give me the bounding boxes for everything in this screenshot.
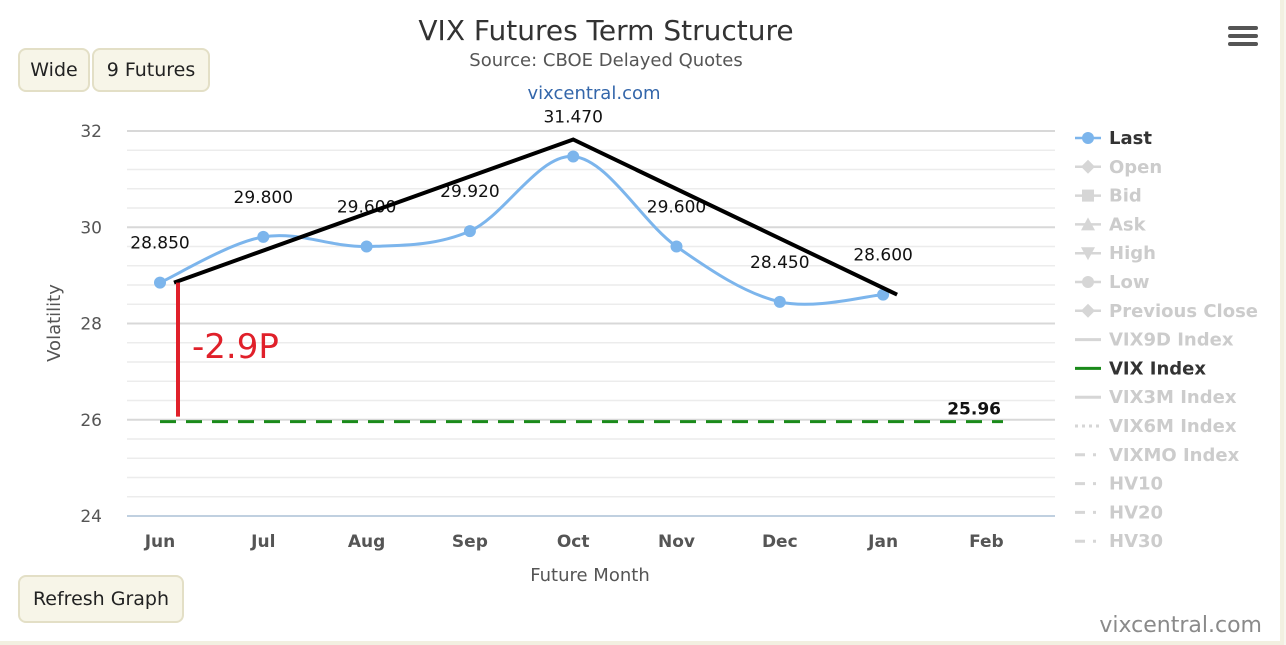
legend-item[interactable]: Previous Close xyxy=(1075,301,1258,322)
legend-item[interactable]: Low xyxy=(1075,272,1149,293)
x-axis-title: Future Month xyxy=(530,565,649,586)
legend-item[interactable]: VIX9D Index xyxy=(1075,330,1234,351)
legend-circle-icon xyxy=(1082,132,1094,144)
x-tick-label: Jan xyxy=(867,532,898,552)
hamburger-menu-icon[interactable] xyxy=(1228,26,1258,50)
legend-label: VIX9D Index xyxy=(1109,330,1234,351)
legend-label: Ask xyxy=(1109,214,1147,235)
legend-label: High xyxy=(1109,243,1156,264)
legend-item[interactable]: HV30 xyxy=(1075,531,1163,552)
legend-label: Previous Close xyxy=(1109,301,1258,322)
futures-count-button[interactable]: 9 Futures xyxy=(92,48,210,92)
last-data-label: 28.600 xyxy=(853,246,912,266)
last-data-point[interactable] xyxy=(154,276,166,289)
last-data-point[interactable] xyxy=(670,240,683,253)
y-tick-label: 28 xyxy=(80,315,102,335)
last-series-line[interactable] xyxy=(159,155,884,306)
watermark: vixcentral.com xyxy=(1099,613,1262,638)
legend-triangle-icon xyxy=(1081,217,1095,231)
legend-label: Low xyxy=(1109,272,1149,293)
legend-item[interactable]: HV10 xyxy=(1075,474,1163,495)
legend-circle-icon xyxy=(1082,276,1094,288)
legend-label: Open xyxy=(1109,157,1162,178)
x-tick-label: Sep xyxy=(452,532,488,552)
legend-label: Last xyxy=(1109,128,1152,149)
last-data-point[interactable] xyxy=(567,150,580,163)
x-tick-label: Dec xyxy=(762,532,798,552)
vix-index-data-label: 25.96 xyxy=(947,400,1001,420)
last-data-label: 28.450 xyxy=(750,253,809,273)
legend-label: HV20 xyxy=(1109,502,1163,523)
legend-item[interactable]: VIX3M Index xyxy=(1075,387,1237,408)
last-data-point[interactable] xyxy=(877,288,890,301)
legend-item[interactable]: Open xyxy=(1075,157,1162,178)
y-tick-label: 24 xyxy=(80,507,102,527)
y-tick-label: 30 xyxy=(80,218,102,238)
refresh-graph-button[interactable]: Refresh Graph xyxy=(18,575,184,623)
legend-item[interactable]: VIX Index xyxy=(1075,358,1206,379)
chart-title: VIX Futures Term Structure xyxy=(418,14,793,47)
x-tick-label: Oct xyxy=(557,532,590,552)
last-data-point[interactable] xyxy=(360,240,373,253)
legend-item[interactable]: Last xyxy=(1075,128,1152,149)
y-tick-label: 32 xyxy=(80,122,102,142)
legend-item[interactable]: HV20 xyxy=(1075,502,1163,523)
legend-diamond-icon xyxy=(1081,159,1095,174)
x-tick-label: Aug xyxy=(348,532,385,552)
y-axis-title: Volatility xyxy=(44,284,65,362)
legend-square-icon xyxy=(1082,189,1094,202)
wide-button[interactable]: Wide xyxy=(18,48,90,92)
chart-subtitle: Source: CBOE Delayed Quotes xyxy=(469,50,742,71)
legend-label: VIXMO Index xyxy=(1109,445,1240,466)
legend-label: Bid xyxy=(1109,186,1142,207)
legend-triangle-down-icon xyxy=(1081,247,1095,261)
y-tick-label: 26 xyxy=(80,411,102,431)
x-tick-label: Feb xyxy=(969,532,1004,552)
last-data-point[interactable] xyxy=(463,225,476,238)
legend-item[interactable]: VIX6M Index xyxy=(1075,416,1237,437)
legend-label: VIX6M Index xyxy=(1109,416,1237,437)
legend-item[interactable]: Bid xyxy=(1075,186,1142,207)
x-tick-label: Jul xyxy=(250,532,275,552)
last-data-label: 29.920 xyxy=(440,182,499,202)
legend-label: HV10 xyxy=(1109,474,1163,495)
peak-annotation-lines xyxy=(173,137,898,297)
x-tick-label: Jun xyxy=(144,532,176,552)
last-data-label: 29.800 xyxy=(234,188,293,208)
last-data-label: 29.600 xyxy=(647,198,706,218)
last-data-label: 29.600 xyxy=(337,198,396,218)
legend-label: VIX3M Index xyxy=(1109,387,1237,408)
chart-credit-link[interactable]: vixcentral.com xyxy=(527,83,660,104)
legend-label: VIX Index xyxy=(1109,358,1206,379)
last-data-point[interactable] xyxy=(773,295,786,308)
legend-item[interactable]: Ask xyxy=(1075,214,1147,235)
gap-annotation-label: -2.9P xyxy=(192,327,279,367)
last-data-label: 31.470 xyxy=(543,108,602,128)
legend-item[interactable]: High xyxy=(1075,243,1156,264)
legend-item[interactable]: VIXMO Index xyxy=(1075,445,1240,466)
last-data-label: 28.850 xyxy=(130,234,189,254)
x-tick-label: Nov xyxy=(658,532,695,552)
last-data-point[interactable] xyxy=(257,230,270,243)
legend-label: HV30 xyxy=(1109,531,1163,552)
legend-diamond-icon xyxy=(1081,303,1095,318)
